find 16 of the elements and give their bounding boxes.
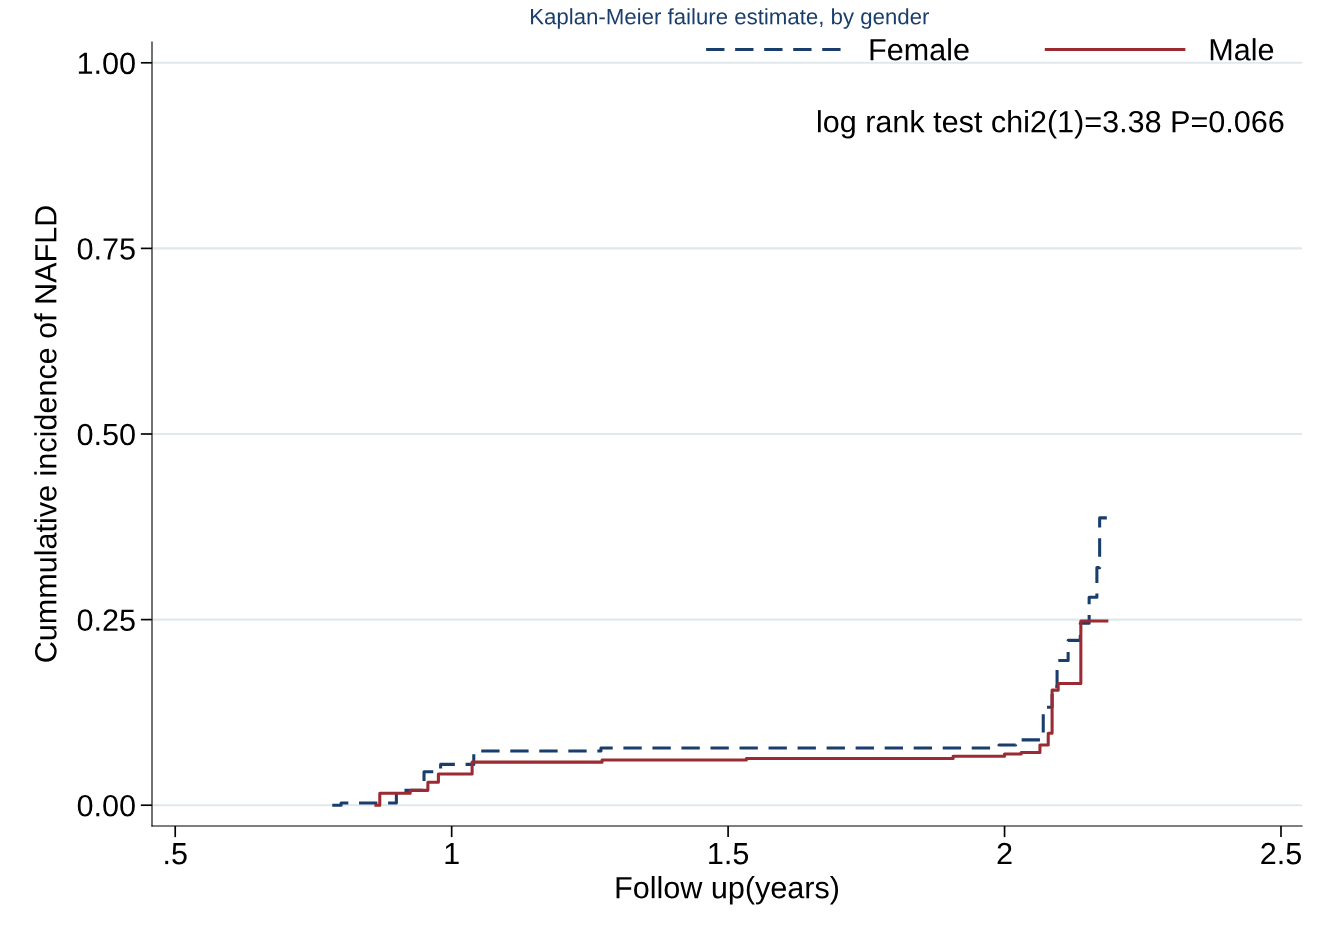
y-axis-title: Cummulative incidence of NAFLD (34, 206, 57, 662)
x-tick-label: .5 (165, 843, 187, 865)
x-tick-label: 2 (997, 842, 1012, 865)
x-axis-title: Follow up(years) (616, 876, 839, 905)
y-tick-label: 1.00 (78, 52, 135, 75)
y-tick-label: 0.50 (77, 423, 135, 446)
x-tick-label: 1.5 (709, 843, 749, 865)
x-tick-label: 1 (445, 843, 459, 865)
chart-title: Kaplan-Meier failure estimate, by gender (531, 8, 930, 29)
annotation: log rank test chi2(1)=3.38 P=0.066 (818, 110, 1284, 139)
y-tick-label: 0.75 (77, 238, 135, 260)
legend-label: Male (1210, 38, 1274, 61)
legend-label: Female (870, 38, 969, 61)
x-tick-label: 2.5 (1261, 842, 1301, 865)
y-tick-label: 0.25 (77, 609, 135, 631)
y-tick-label: 0.00 (77, 794, 135, 817)
